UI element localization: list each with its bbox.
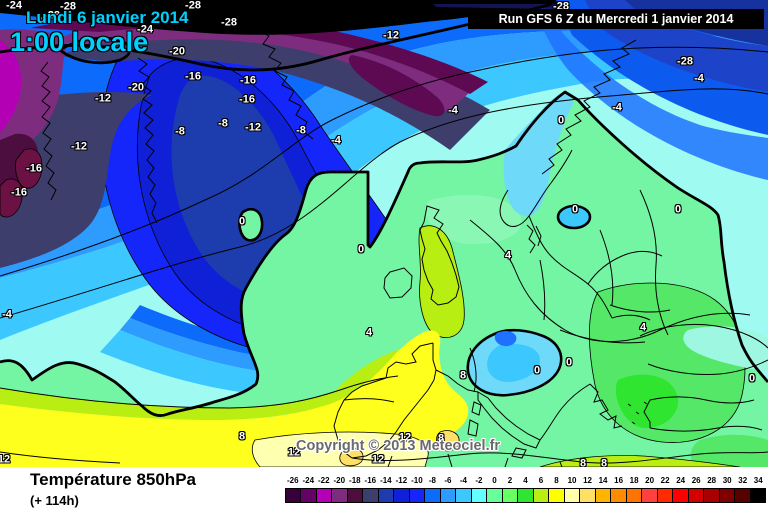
legend-value: 22 bbox=[660, 476, 670, 485]
legend-swatch bbox=[595, 489, 612, 502]
legend-swatches bbox=[285, 488, 766, 503]
thin-contours bbox=[0, 46, 768, 464]
legend-value: 12 bbox=[583, 476, 592, 485]
legend-value: -18 bbox=[349, 476, 361, 485]
copyright-label: Copyright © 2013 Meteociel.fr bbox=[296, 438, 501, 454]
legend-swatch bbox=[286, 489, 302, 502]
legend-swatch bbox=[549, 489, 565, 502]
legend-value: 10 bbox=[567, 476, 577, 485]
legend-swatch bbox=[657, 489, 674, 502]
footer: Température 850hPa (+ 114h) -26 -24 -22 -20… bbox=[0, 467, 768, 512]
legend-swatch bbox=[347, 489, 364, 502]
legend-swatch bbox=[440, 489, 457, 502]
legend-value: 18 bbox=[629, 476, 639, 485]
forecast-offset-label: (+ 114h) bbox=[30, 493, 79, 508]
legend-swatch bbox=[735, 489, 751, 502]
legend-swatch bbox=[611, 489, 627, 502]
legend-swatch bbox=[456, 489, 472, 502]
legend-value: -14 bbox=[380, 476, 392, 485]
legend-swatch bbox=[409, 489, 426, 502]
legend-value: -26 bbox=[286, 476, 299, 485]
legend-swatch bbox=[704, 489, 720, 502]
legend-value-labels: -26 -24 -22 -20 -18 -16 -14 -12 -10 -8 -6 -4 -2 0 2 4 6 8… bbox=[285, 476, 766, 486]
legend-swatch bbox=[688, 489, 705, 502]
legend-swatch bbox=[626, 489, 643, 502]
legend-swatch bbox=[332, 489, 348, 502]
legend-value: 2 bbox=[507, 476, 513, 485]
legend-value: -2 bbox=[475, 476, 483, 485]
legend-value: -8 bbox=[428, 476, 436, 485]
legend-swatch bbox=[673, 489, 689, 502]
legend-value: -22 bbox=[318, 476, 330, 485]
legend-value: -4 bbox=[459, 476, 467, 485]
legend-value: -16 bbox=[364, 476, 377, 485]
date-label: Lundi 6 janvier 2014 bbox=[26, 8, 189, 27]
legend-value: -12 bbox=[395, 476, 408, 485]
legend-swatch bbox=[580, 489, 596, 502]
legend-swatch bbox=[301, 489, 317, 502]
temperature-map-svg bbox=[0, 0, 768, 467]
temperature-legend: -26 -24 -22 -20 -18 -16 -14 -12 -10 -8 -6 -4 -2 0 2 4 6 8… bbox=[285, 476, 766, 503]
legend-swatch bbox=[363, 489, 379, 502]
legend-value: -24 bbox=[302, 476, 315, 485]
legend-value: 4 bbox=[523, 476, 528, 485]
legend-swatch bbox=[316, 489, 333, 502]
legend-swatch bbox=[471, 489, 488, 502]
legend-swatch bbox=[487, 489, 503, 502]
map-canvas[interactable]: -24 -28 -28 -28 -24 -28 -28 -28 -20 -20 -16 -16 -16-… bbox=[0, 0, 768, 467]
legend-value: 8 bbox=[554, 476, 559, 485]
run-info-box: Run GFS 6 Z du Mercredi 1 janvier 2014 bbox=[468, 9, 764, 29]
legend-swatch bbox=[533, 489, 550, 502]
legend-value: 26 bbox=[691, 476, 701, 485]
legend-swatch bbox=[564, 489, 581, 502]
legend-value: 14 bbox=[598, 476, 608, 485]
legend-value: 28 bbox=[707, 476, 717, 485]
legend-value: 34 bbox=[753, 476, 763, 485]
legend-value: 32 bbox=[738, 476, 748, 485]
legend-value: 20 bbox=[645, 476, 655, 485]
legend-swatch bbox=[750, 489, 766, 502]
legend-swatch bbox=[425, 489, 441, 502]
legend-value: 24 bbox=[676, 476, 686, 485]
legend-swatch bbox=[518, 489, 534, 502]
legend-value: -20 bbox=[333, 476, 346, 485]
legend-swatch bbox=[642, 489, 658, 502]
legend-value: 16 bbox=[614, 476, 624, 485]
legend-swatch bbox=[394, 489, 410, 502]
legend-value: -10 bbox=[411, 476, 423, 485]
legend-swatch bbox=[378, 489, 395, 502]
coastlines bbox=[40, 29, 768, 467]
legend-value: 6 bbox=[538, 476, 544, 485]
legend-swatch bbox=[502, 489, 519, 502]
legend-value: 30 bbox=[722, 476, 732, 485]
legend-value: 0 bbox=[492, 476, 497, 485]
legend-value: -6 bbox=[444, 476, 452, 485]
run-info-label: Run GFS 6 Z du Mercredi 1 janvier 2014 bbox=[498, 12, 734, 26]
legend-swatch bbox=[719, 489, 736, 502]
map-title: Température 850hPa bbox=[30, 470, 196, 489]
time-label: 1:00 locale bbox=[10, 27, 149, 57]
